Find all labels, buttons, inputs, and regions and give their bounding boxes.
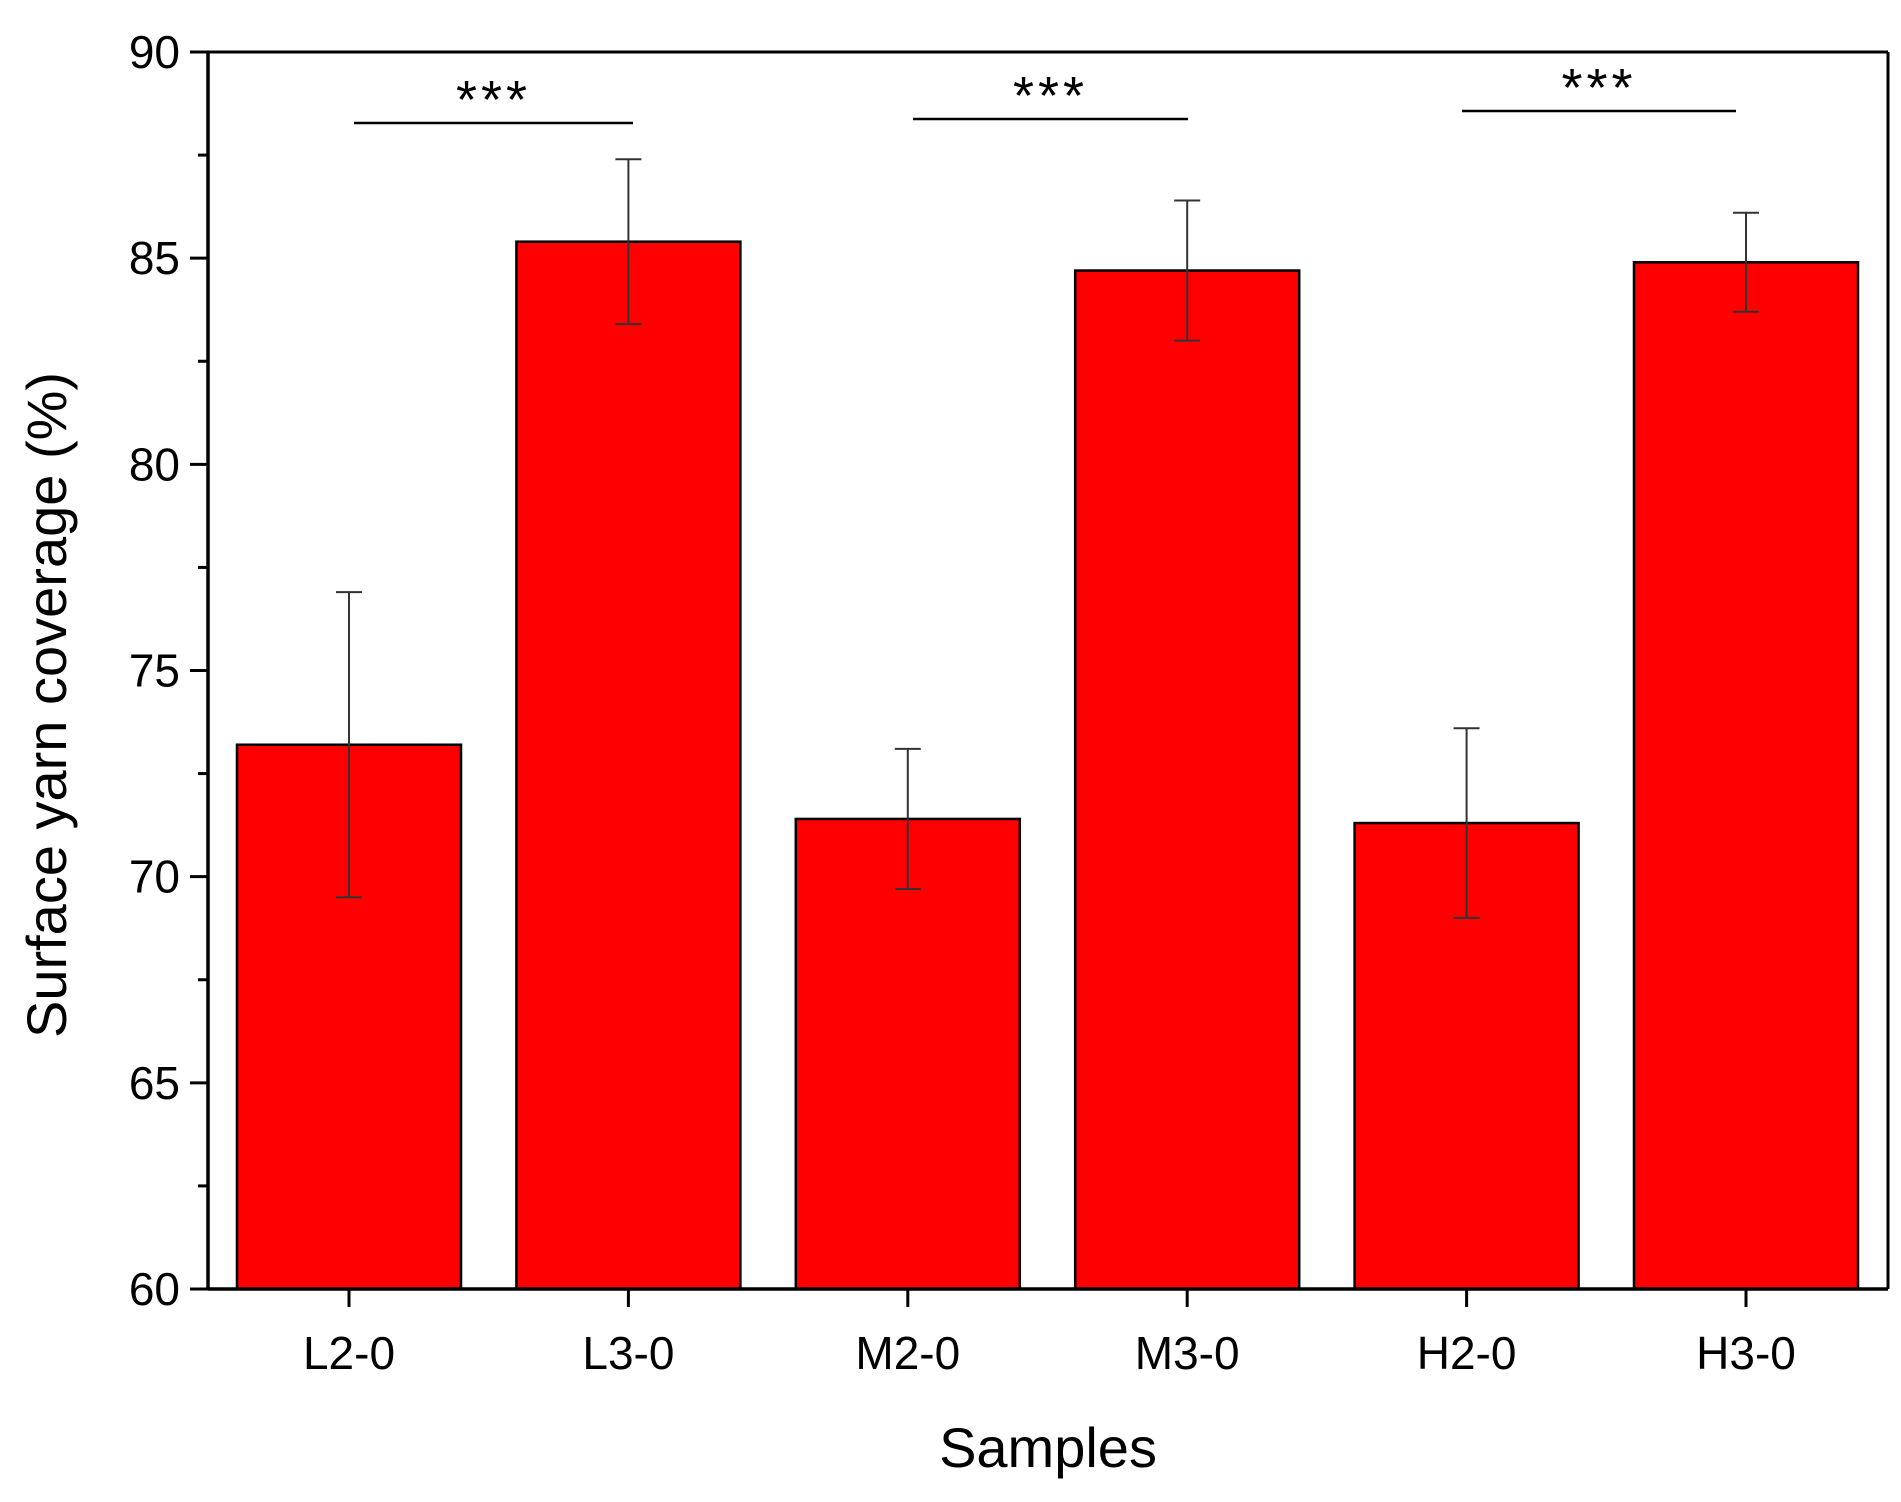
significance-bracket-1: ***	[354, 70, 633, 130]
bar-h3-0	[1632, 261, 1860, 1291]
y-tick-label: 85	[129, 232, 180, 284]
x-tick-label-h3-0: H3-0	[1696, 1327, 1796, 1379]
x-tick-label-m2-0: M2-0	[855, 1327, 960, 1379]
bar-l3-0	[515, 240, 742, 1291]
x-tick-label-h2-0: H2-0	[1417, 1327, 1517, 1379]
error-bar-h2-0	[1453, 727, 1480, 919]
error-bar-l3-0	[615, 158, 642, 326]
x-tick-label-l2-0: L2-0	[303, 1327, 395, 1379]
y-tick-label: 70	[129, 851, 180, 903]
x-tick-label-m3-0: M3-0	[1135, 1327, 1240, 1379]
significance-layer: *** *** ***	[354, 58, 1736, 130]
bar-m3-0	[1073, 269, 1301, 1291]
significance-bracket-3: ***	[1462, 58, 1736, 118]
significance-bracket-2: ***	[913, 66, 1188, 126]
y-tick-label: 90	[129, 26, 180, 78]
y-tick-label: 75	[129, 645, 180, 697]
bars-layer	[235, 240, 1860, 1291]
y-tick-label: 80	[129, 438, 180, 490]
error-bar-m3-0	[1174, 199, 1201, 342]
error-bar-m2-0	[894, 747, 921, 891]
significance-label: ***	[456, 70, 531, 130]
y-tick-label: 65	[129, 1057, 180, 1109]
bar-m2-0	[794, 817, 1022, 1291]
significance-label: ***	[1561, 58, 1636, 118]
error-bars-layer	[336, 158, 1759, 919]
y-tick-label: 60	[129, 1263, 180, 1315]
y-axis-title: Surface yarn coverage (%)	[15, 372, 78, 1038]
x-axis-title: Samples	[939, 1416, 1157, 1479]
error-bar-h3-0	[1733, 211, 1759, 313]
x-tick-label-l3-0: L3-0	[582, 1327, 674, 1379]
axes-layer: 60 65 70 75 80 85 90 L2-0 L3-0 M2-0 M3-0 H2-0 H3-0	[129, 26, 1890, 1379]
error-bar-l2-0	[336, 591, 362, 899]
significance-label: ***	[1013, 66, 1088, 126]
